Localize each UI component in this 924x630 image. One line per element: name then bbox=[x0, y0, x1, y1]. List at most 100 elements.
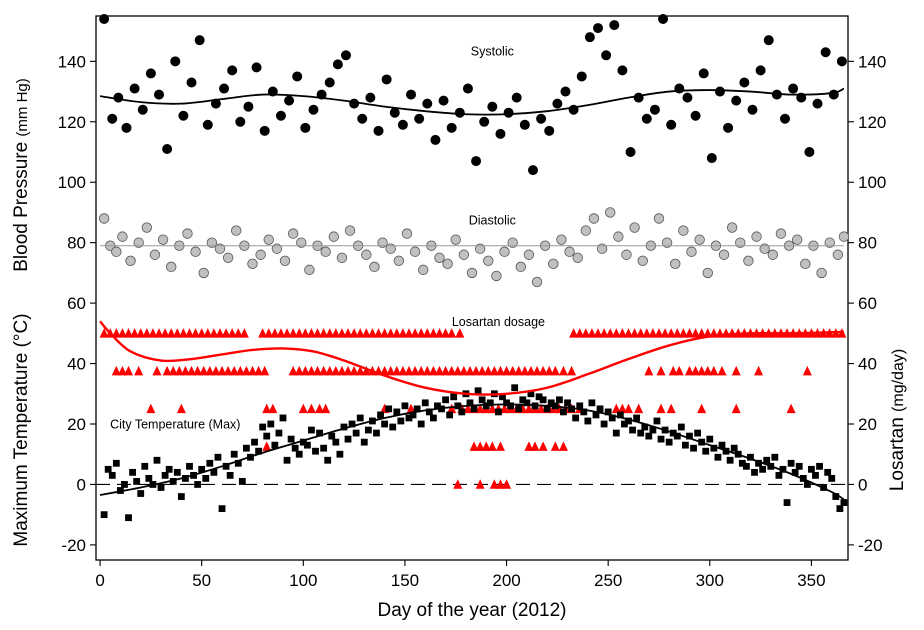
city-temperature-max-point bbox=[344, 435, 352, 443]
losartan-dosage-point bbox=[434, 328, 444, 338]
losartan-dosage-37-5-point bbox=[325, 365, 335, 376]
losartan-dosage-point bbox=[660, 328, 670, 338]
losartan-dosage-point bbox=[636, 328, 646, 338]
losartan-dosage-point bbox=[654, 328, 664, 338]
losartan-dosage-12-5-point bbox=[262, 441, 272, 451]
city-temperature-max-point bbox=[308, 426, 315, 434]
city-temperature-max-point bbox=[828, 475, 836, 482]
diastolic-point bbox=[393, 255, 405, 266]
losartan-dosage-12-5-point bbox=[495, 441, 505, 451]
diastolic-point bbox=[198, 267, 209, 279]
losartan-dosage-37-5-point bbox=[428, 365, 438, 376]
losartan-dosage-point bbox=[124, 328, 134, 338]
losartan-dosage-37-5-point bbox=[668, 365, 678, 376]
losartan-dosage-point bbox=[148, 328, 158, 338]
diastolic-point bbox=[661, 237, 673, 248]
city-temperature-max-point bbox=[263, 432, 271, 440]
systolic-point bbox=[129, 83, 140, 94]
city-temperature-max-point bbox=[259, 423, 267, 431]
losartan-dosage-37-5-point bbox=[124, 365, 134, 376]
city-temperature-max-point bbox=[775, 471, 783, 479]
losartan-dosage-point bbox=[697, 328, 707, 338]
diastolic-point bbox=[775, 228, 787, 239]
losartan-dosage-37-5-point bbox=[247, 365, 257, 376]
city-temperature-max-point bbox=[255, 447, 262, 455]
systolic-point bbox=[227, 65, 238, 76]
losartan-dosage-point bbox=[380, 328, 390, 338]
losartan-dosage-37-5-point bbox=[229, 365, 239, 376]
systolic-point bbox=[584, 32, 595, 43]
losartan-dosage-37-5-point bbox=[731, 365, 741, 376]
diastolic-point bbox=[621, 249, 632, 260]
city-temperature-max-point bbox=[129, 468, 136, 476]
y-tick-label-left: 120 bbox=[58, 113, 86, 132]
city-temperature-max-point bbox=[137, 490, 145, 497]
y-tick-label-left: 80 bbox=[67, 234, 86, 253]
systolic-point bbox=[723, 122, 734, 133]
systolic-point bbox=[544, 125, 555, 136]
losartan-dosage-37-5-point bbox=[117, 365, 127, 376]
systolic-point bbox=[682, 92, 693, 103]
diastolic-point bbox=[507, 237, 518, 248]
losartan-dosage-point bbox=[611, 328, 621, 338]
systolic-trend bbox=[99, 87, 845, 116]
annotation-systolic: Systolic bbox=[471, 44, 514, 58]
systolic-point bbox=[235, 116, 246, 127]
losartan-dosage-point bbox=[386, 328, 396, 338]
city-temperature-max-point bbox=[450, 393, 458, 401]
systolic-point bbox=[836, 56, 847, 67]
losartan-dosage-37-5-point bbox=[508, 365, 518, 376]
losartan-dosage-37-5-point bbox=[489, 365, 499, 376]
city-temperature-max-point bbox=[421, 399, 429, 407]
city-temperature-max-point bbox=[507, 402, 515, 410]
systolic-point bbox=[479, 116, 490, 127]
city-temperature-max-point bbox=[226, 471, 234, 479]
losartan-dosage-37-5-point bbox=[453, 365, 463, 376]
losartan-dosage-point bbox=[160, 328, 170, 338]
diastolic-point bbox=[98, 213, 110, 224]
systolic-point bbox=[454, 107, 465, 118]
diastolic-point bbox=[678, 225, 689, 236]
losartan-dosage-37-5-point bbox=[558, 365, 568, 376]
losartan-dosage-point bbox=[648, 328, 658, 338]
diastolic-point bbox=[718, 249, 730, 260]
losartan-dosage-37-5-point bbox=[514, 365, 524, 376]
city-temperature-max-point bbox=[299, 438, 307, 446]
losartan-dosage-point bbox=[355, 328, 365, 338]
y-tick-label-left: -20 bbox=[61, 536, 86, 555]
systolic-point bbox=[739, 77, 750, 88]
diastolic-point bbox=[157, 234, 169, 245]
diastolic-point bbox=[800, 258, 811, 270]
city-temperature-max-point bbox=[482, 402, 490, 410]
city-temperature-max-point bbox=[641, 423, 649, 431]
losartan-dosage-37-5-point bbox=[241, 365, 251, 376]
losartan-dosage-point bbox=[367, 328, 377, 338]
x-tick-label: 250 bbox=[594, 571, 622, 590]
systolic-point bbox=[324, 77, 335, 88]
y-ticks: -20 -20 0 0 20 20 40 40 60 60 80 80 100 100 120 120 140 1… bbox=[58, 52, 887, 555]
city-temperature-max-point bbox=[637, 429, 645, 437]
systolic-point bbox=[357, 113, 368, 124]
y-tick-label-right: 100 bbox=[858, 173, 886, 192]
city-temperature-max-point bbox=[356, 414, 364, 422]
city-temperature-max-point bbox=[580, 408, 588, 416]
losartan-dosage-37-5-point bbox=[235, 365, 245, 376]
city-temperature-max-point bbox=[759, 465, 767, 473]
city-temperature-max-point bbox=[466, 399, 474, 407]
losartan-dosage-37-5-point bbox=[441, 365, 451, 376]
city-temperature-max-point bbox=[694, 429, 701, 437]
losartan-dosage-point bbox=[239, 328, 249, 338]
diastolic-point bbox=[385, 243, 396, 254]
x-tick-label: 150 bbox=[391, 571, 419, 590]
city-temperature-max-point bbox=[673, 432, 681, 440]
losartan-dosage-37-5-point bbox=[217, 365, 227, 376]
systolic-point bbox=[788, 83, 799, 94]
systolic-point bbox=[121, 122, 132, 133]
systolic-point bbox=[617, 65, 628, 76]
systolic-point bbox=[170, 56, 181, 67]
losartan-dosage-point bbox=[264, 328, 274, 338]
city-temperature-max-point bbox=[133, 478, 141, 485]
losartan-dosage-25-point bbox=[697, 403, 707, 414]
city-temperature-max-point bbox=[612, 429, 620, 437]
